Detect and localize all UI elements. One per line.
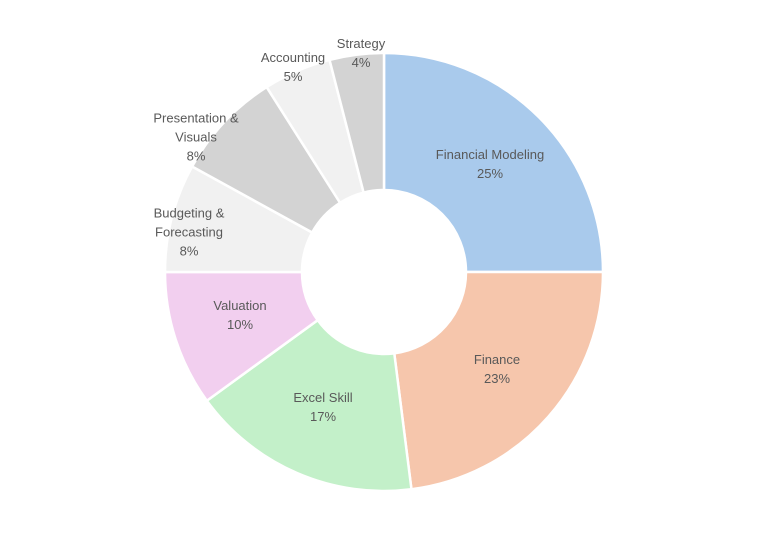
slice-label-1: Finance 23%: [474, 352, 520, 386]
slice-0: [382, 51, 605, 274]
slice-category-label: Accounting: [261, 50, 325, 65]
slice-category-label: Presentation &: [153, 110, 239, 125]
slice-label-7: Strategy 4%: [337, 36, 386, 70]
slice-category-label: Budgeting &: [154, 205, 225, 220]
slice-3: [163, 270, 320, 403]
slice-value-label: 23%: [484, 371, 510, 386]
slice-value-label: 10%: [227, 317, 253, 332]
slice-label-2: Excel Skill 17%: [293, 390, 352, 424]
slice-labels: Financial Modeling 25% Finance 23% Excel Ski…: [153, 36, 544, 424]
slice-label-4: Budgeting & Forecasting 8%: [154, 205, 225, 258]
slice-label-3: Valuation 10%: [213, 298, 266, 332]
slice-value-label: 17%: [310, 409, 336, 424]
slice-value-label: 4%: [352, 55, 371, 70]
slice-label-5: Presentation & Visuals 8%: [153, 110, 239, 163]
slice-category-label: Visuals: [175, 129, 217, 144]
slice-value-label: 25%: [477, 166, 503, 181]
slice-category-label: Excel Skill: [293, 390, 352, 405]
slice-7: [328, 51, 386, 195]
slice-category-label: Strategy: [337, 36, 386, 51]
slice-value-label: 8%: [187, 148, 206, 163]
slices: [163, 51, 605, 493]
slice-1: [392, 270, 605, 491]
slice-category-label: Financial Modeling: [436, 147, 544, 162]
slice-label-6: Accounting 5%: [261, 50, 325, 84]
slice-category-label: Finance: [474, 352, 520, 367]
slice-label-0: Financial Modeling 25%: [436, 147, 544, 181]
slice-value-label: 8%: [180, 243, 199, 258]
slice-category-label: Forecasting: [155, 224, 223, 239]
slice-category-label: Valuation: [213, 298, 266, 313]
slice-value-label: 5%: [284, 69, 303, 84]
slice-2: [205, 318, 413, 493]
